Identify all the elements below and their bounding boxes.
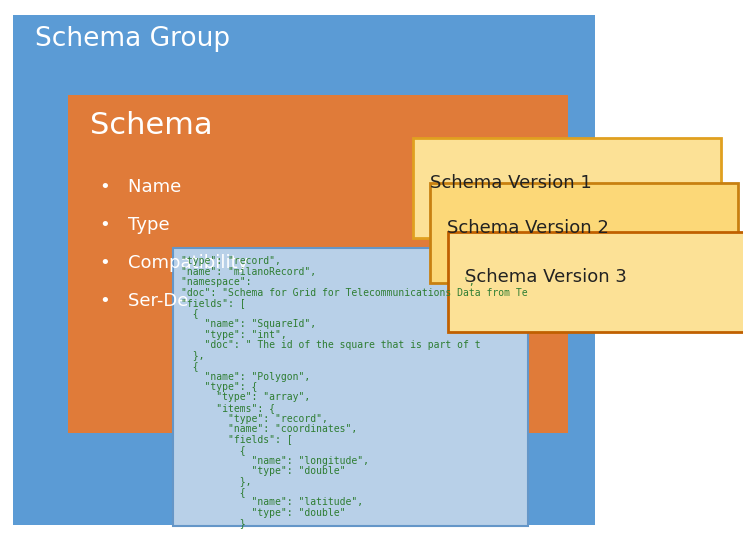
Text: Schema: Schema [90,111,212,140]
Text: }: } [181,518,246,529]
Text: •   Name: • Name [100,178,181,196]
Text: "type": "double": "type": "double" [181,466,345,476]
Text: Schema Group: Schema Group [35,26,230,52]
Text: "name": "longitude",: "name": "longitude", [181,456,369,465]
Text: {: { [181,308,198,319]
Text: "fields": [: "fields": [ [181,298,246,308]
Text: "fields": [: "fields": [ [181,435,293,444]
Text: "name": "milanoRecord",: "name": "milanoRecord", [181,267,316,276]
Text: "doc": " The id of the square that is part of t: "doc": " The id of the square that is pa… [181,340,481,350]
Text: "name": "SquareId",: "name": "SquareId", [181,319,316,329]
Text: "type": "record",: "type": "record", [181,256,281,266]
Text: {: { [181,361,198,371]
Text: "type": "array",: "type": "array", [181,393,311,402]
Text: "name": "Polygon",: "name": "Polygon", [181,372,311,381]
Text: {: { [181,445,246,455]
Text: •   Ser-De: • Ser-De [100,292,189,310]
Text: },: }, [181,476,251,487]
Text: •   Type: • Type [100,216,169,234]
FancyBboxPatch shape [13,15,595,525]
Text: "type": "double": "type": "double" [181,508,345,518]
Text: •   Compatibility: • Compatibility [100,254,248,272]
FancyBboxPatch shape [448,232,743,332]
Text: "name": "coordinates",: "name": "coordinates", [181,424,357,434]
FancyBboxPatch shape [430,183,738,283]
Text: Schema Version 3: Schema Version 3 [465,268,627,286]
Text: Schema Version 1: Schema Version 1 [430,174,591,192]
Text: {: { [181,487,246,497]
Text: },: }, [181,350,204,361]
Text: "name": "latitude",: "name": "latitude", [181,497,363,508]
Text: Schema Version 2: Schema Version 2 [447,219,609,237]
Text: "items": {: "items": { [181,403,275,413]
Text: "type": "record",: "type": "record", [181,414,328,423]
Text: "doc": "Schema for Grid for Telecommunications Data from Te: "doc": "Schema for Grid for Telecommunic… [181,287,528,298]
FancyBboxPatch shape [68,95,568,433]
Text: "type": "int",: "type": "int", [181,329,287,340]
Text: "type": {: "type": { [181,382,257,392]
FancyBboxPatch shape [413,138,721,238]
FancyBboxPatch shape [173,248,528,526]
Text: "namespace":                                    ',: "namespace": ', [181,277,475,287]
